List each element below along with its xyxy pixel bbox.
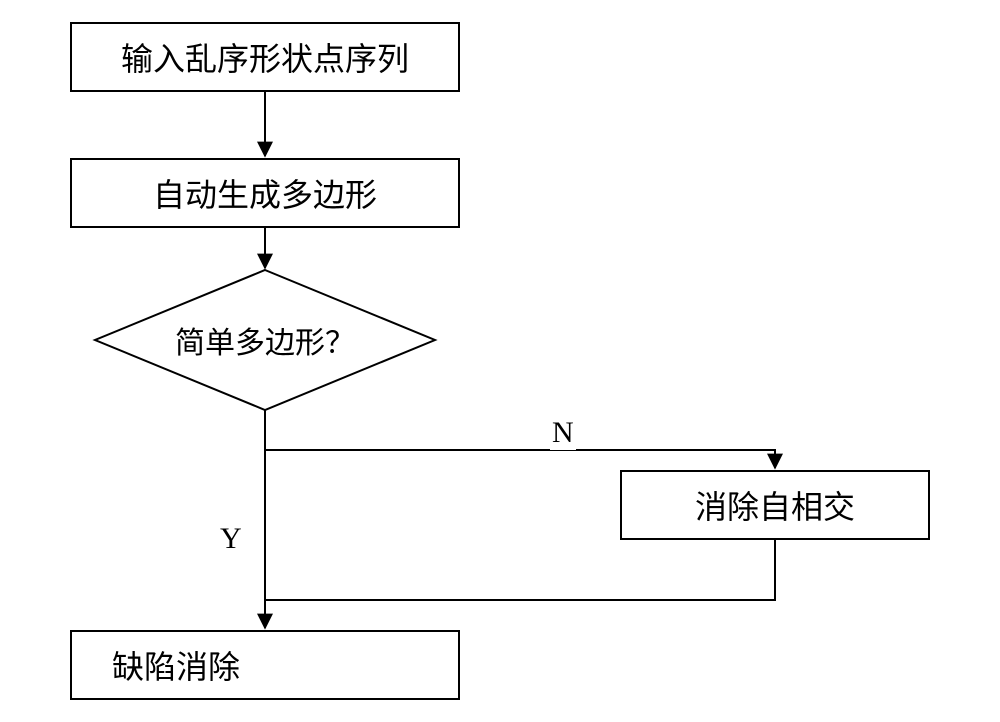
step-input-sequence-label: 输入乱序形状点序列 xyxy=(121,34,409,80)
decision-diamond-shape xyxy=(95,270,435,410)
flowchart-connectors xyxy=(0,0,1000,722)
edge-label-no: N xyxy=(550,416,576,450)
step-remove-self-intersection: 消除自相交 xyxy=(620,470,930,540)
step-input-sequence: 输入乱序形状点序列 xyxy=(70,22,460,92)
step-generate-polygon-label: 自动生成多边形 xyxy=(153,170,377,216)
step-defect-removal-label: 缺陷消除 xyxy=(112,642,240,688)
edge-n3-n4 xyxy=(265,450,775,468)
step-generate-polygon: 自动生成多边形 xyxy=(70,158,460,228)
edge-label-yes: Y xyxy=(218,522,244,556)
step-remove-self-intersection-label: 消除自相交 xyxy=(695,482,855,528)
edge-n4-merge xyxy=(265,540,775,600)
step-defect-removal: 缺陷消除 xyxy=(70,630,460,700)
